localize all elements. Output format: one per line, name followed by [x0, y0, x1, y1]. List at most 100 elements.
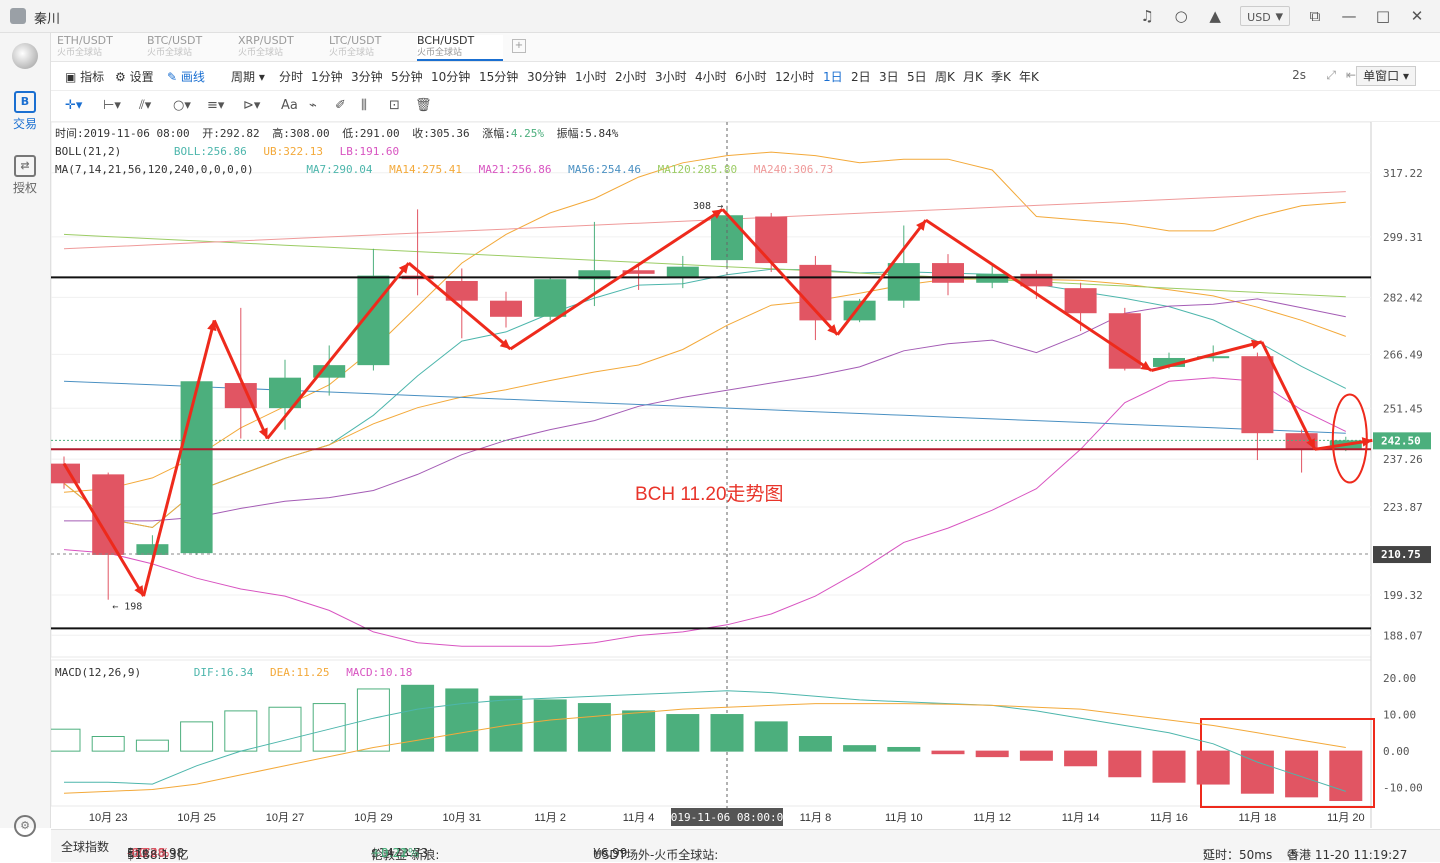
app-logo: [12, 43, 38, 69]
sidebar-item-trade[interactable]: B 交易: [0, 91, 50, 132]
period-7[interactable]: 1小时: [575, 70, 607, 84]
draw-button[interactable]: ✎ 画线: [167, 70, 205, 84]
macd-bar: [843, 745, 877, 752]
macd-bar: [1108, 750, 1142, 778]
candle-body: [578, 270, 611, 280]
ruler-tool-icon[interactable]: ⌁: [309, 98, 317, 113]
user-avatar-icon[interactable]: [10, 8, 26, 24]
indicator-button[interactable]: ▣ 指标: [65, 70, 105, 84]
period-20[interactable]: 年K: [1019, 70, 1039, 84]
fullscreen-icon[interactable]: ⤢: [1326, 68, 1336, 82]
magnet-tool-icon[interactable]: ⫼: [361, 98, 367, 113]
y-tick-label: 317.22: [1383, 167, 1423, 180]
macd-bar: [577, 703, 611, 752]
tab-btc-usdt[interactable]: BTC/USDT 火币全球站: [147, 35, 233, 59]
period-1[interactable]: 1分钟: [311, 70, 343, 84]
currency-select[interactable]: USD ▾: [1240, 6, 1290, 26]
macd-macd-value: MACD:10.18: [346, 666, 412, 679]
period-toolbar: ▣ 指标 ⚙ 设置 ✎ 画线 周期 ▾ 分时 1分钟 3分钟 5分钟 10分钟 15分钟 3…: [51, 62, 1440, 91]
trendline-tool-icon[interactable]: ⫽▾: [139, 98, 152, 113]
macd-name: MACD(12,26,9): [55, 666, 141, 679]
y-tick-label: 266.49: [1383, 348, 1423, 361]
pattern-tool-icon[interactable]: ⊳▾: [243, 98, 261, 113]
settings-label: 设置: [129, 70, 154, 84]
user-name[interactable]: 秦川: [34, 12, 61, 27]
shape-tool-icon[interactable]: ○▾: [173, 98, 191, 113]
period-8[interactable]: 2小时: [615, 70, 647, 84]
period-19[interactable]: 季K: [991, 70, 1011, 84]
period-16[interactable]: 5日: [907, 70, 927, 84]
market-tabs: ETH/USDT 火币全球站 BTC/USDT 火币全球站 XRP/USDT 火币全球…: [51, 33, 1440, 62]
candle-body: [1197, 356, 1230, 359]
tab-sub: 火币全球站: [329, 48, 375, 58]
crosshair-date-label: 2019-11-06 08:00:00: [664, 811, 790, 824]
lock-tool-icon[interactable]: ⊡: [389, 98, 400, 113]
ma7-value: MA7:290.04: [306, 163, 373, 176]
price-chart[interactable]: 308 → ← 198 317.22 299.31 282.42 266.49 251.4…: [51, 122, 1440, 828]
boll-upper-line: [63, 151, 1346, 493]
gold-label: 伦敦金-新浪:: [371, 848, 440, 862]
period-15[interactable]: 3日: [879, 70, 899, 84]
global-index-label[interactable]: 全球指数: [61, 840, 110, 854]
tab-label: BCH/USDT: [417, 34, 475, 47]
period-2[interactable]: 3分钟: [351, 70, 383, 84]
period-dropdown[interactable]: 周期 ▾: [231, 70, 265, 84]
period-0[interactable]: 分时: [279, 70, 304, 84]
window-mode-select[interactable]: 单窗口 ▾: [1356, 66, 1416, 86]
hline-tool-icon[interactable]: ⊢▾: [103, 98, 121, 113]
y-tick-label: 199.32: [1383, 589, 1423, 602]
sidebar-item-authorize[interactable]: ⇄ 授权: [0, 155, 50, 196]
macd-bar: [1285, 750, 1319, 798]
tab-ltc-usdt[interactable]: LTC/USDT 火币全球站: [329, 35, 415, 59]
period-12[interactable]: 12小时: [775, 70, 815, 84]
title-bar: 秦川 ♫ ○ ▲ USD ▾ ⧉ — □ ✕: [0, 0, 1440, 33]
shirt-icon[interactable]: ▲: [1209, 7, 1221, 25]
candles-group: [51, 205, 1362, 600]
current-price-label: 242.50: [1381, 434, 1421, 447]
btc-vol: $188.13亿: [127, 848, 189, 862]
crosshair-tool-icon[interactable]: ✛▾: [65, 98, 83, 113]
tab-label: LTC/USDT: [329, 34, 382, 47]
minimize-icon[interactable]: —: [1341, 7, 1357, 25]
fib-tool-icon[interactable]: ≡▾: [207, 98, 225, 113]
period-18[interactable]: 月K: [963, 70, 983, 84]
trend-arrow: [62, 462, 145, 597]
trash-tool-icon[interactable]: 🗑: [415, 98, 432, 113]
period-4[interactable]: 10分钟: [431, 70, 471, 84]
search-icon[interactable]: ○: [1174, 7, 1188, 25]
add-tab-button[interactable]: +: [512, 39, 526, 53]
macd-bar: [312, 703, 346, 752]
text-tool-icon[interactable]: Aa: [281, 98, 298, 113]
bell-icon[interactable]: ♫: [1140, 7, 1154, 25]
period-11[interactable]: 6小时: [735, 70, 767, 84]
tab-sub: 火币全球站: [57, 48, 103, 58]
settings-gear[interactable]: ⚙: [0, 815, 50, 839]
tab-xrp-usdt[interactable]: XRP/USDT 火币全球站: [238, 35, 324, 59]
period-10[interactable]: 4小时: [695, 70, 727, 84]
refresh-rate[interactable]: 2s: [1292, 68, 1306, 82]
popout-icon[interactable]: ⧉: [1309, 7, 1321, 25]
collapse-icon[interactable]: ⇤: [1345, 68, 1356, 82]
period-6[interactable]: 30分钟: [527, 70, 567, 84]
crosshair-date-badge: [671, 808, 783, 826]
settings-button[interactable]: ⚙ 设置: [115, 70, 154, 84]
tab-bch-usdt[interactable]: BCH/USDT 火币全球站: [417, 35, 503, 61]
period-9[interactable]: 3小时: [655, 70, 687, 84]
period-5[interactable]: 15分钟: [479, 70, 519, 84]
level-label: 210.75: [1381, 548, 1421, 561]
trend-arrow: [925, 218, 1153, 372]
period-13[interactable]: 1日: [823, 70, 843, 84]
period-14[interactable]: 2日: [851, 70, 871, 84]
clock-icon: ◷: [1287, 846, 1298, 860]
period-3[interactable]: 5分钟: [391, 70, 423, 84]
maximize-icon[interactable]: □: [1375, 7, 1391, 25]
macd-bar: [666, 714, 700, 752]
tab-eth-usdt[interactable]: ETH/USDT 火币全球站: [57, 35, 143, 59]
candle-body: [534, 279, 567, 317]
sidebar: B 交易 ⇄ 授权 ⚙: [0, 33, 51, 837]
boll-ub-value: UB:322.13: [263, 145, 323, 158]
trend-arrow: [836, 219, 928, 336]
close-icon[interactable]: ✕: [1410, 7, 1424, 25]
period-17[interactable]: 周K: [935, 70, 955, 84]
brush-tool-icon[interactable]: ✐: [335, 98, 346, 113]
